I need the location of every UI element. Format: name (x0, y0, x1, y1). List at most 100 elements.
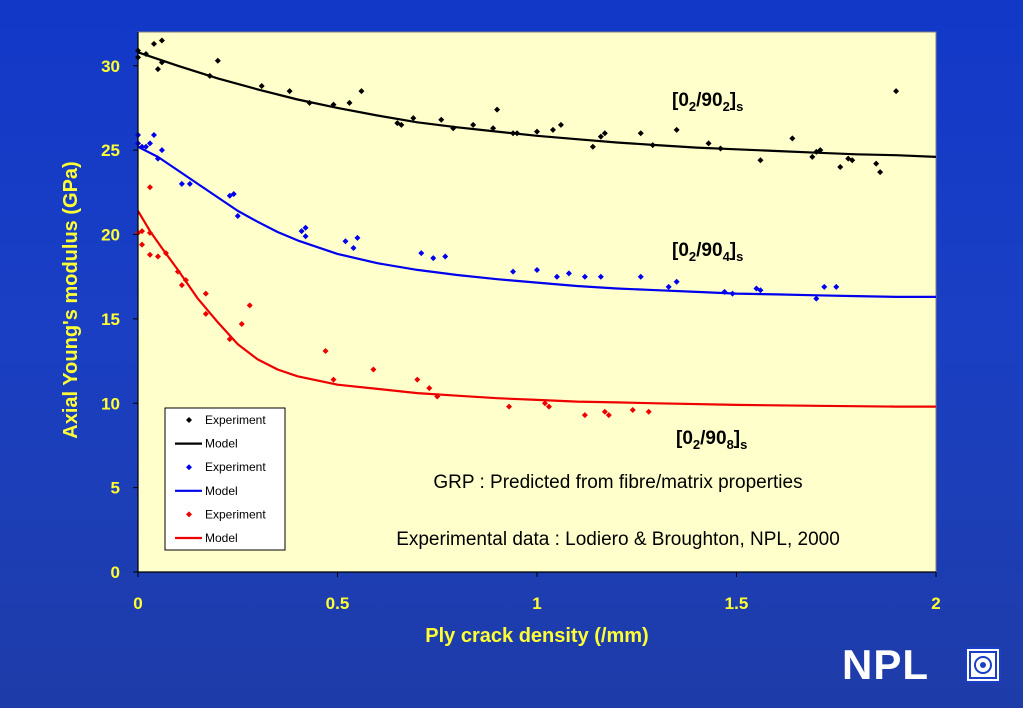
experiment-point (418, 250, 425, 257)
experiment-point (506, 403, 513, 410)
experiment-point (581, 412, 588, 419)
y-tick-label: 10 (101, 394, 120, 413)
experiment-point (757, 157, 764, 164)
experiment-point (138, 228, 145, 235)
experiment-point (705, 140, 712, 147)
experiment-point (234, 212, 241, 219)
experiment-point (150, 40, 157, 47)
experiment-point (637, 273, 644, 280)
model-line (137, 145, 936, 298)
experiment-point (286, 88, 293, 95)
experiment-point (214, 57, 221, 64)
experiment-point (302, 224, 309, 231)
experiment-point (757, 287, 764, 294)
y-tick-label: 20 (101, 226, 120, 245)
y-tick-label: 25 (101, 141, 120, 160)
experiment-point (494, 106, 501, 113)
experiment-point (138, 241, 145, 248)
experiment-point (146, 229, 153, 236)
experiment-point (430, 255, 437, 262)
experiment-point (150, 131, 157, 138)
npl-logo-text: NPL (842, 641, 929, 688)
model-line (137, 51, 937, 158)
experiment-point (789, 135, 796, 142)
experiment-point (873, 160, 880, 167)
legend-label: Experiment (205, 507, 266, 521)
experiment-point (601, 130, 608, 137)
experiment-point (302, 233, 309, 240)
experiment-point (330, 376, 337, 383)
experiment-point (298, 228, 305, 235)
experiment-point (514, 130, 521, 137)
experiment-point (809, 153, 816, 160)
series-3 (135, 184, 936, 419)
experiment-point (246, 302, 253, 309)
experiment-point (306, 99, 313, 106)
experiment-point (510, 130, 517, 137)
experiment-point (549, 126, 556, 133)
experiment-point (154, 66, 161, 73)
experiment-point (450, 125, 457, 132)
legend-label: Experiment (205, 460, 266, 474)
experiment-point (813, 295, 820, 302)
legend-items: Experiment Model Experiment Model Experiment… (175, 413, 266, 545)
series-layer (135, 37, 937, 419)
x-tick-label: 1.5 (725, 594, 749, 613)
ticks-layer: 0 5 10 15 20 25 30 0 0.5 1 1.5 2 (101, 57, 941, 613)
legend-label: Model (205, 531, 238, 545)
experiment-point (442, 253, 449, 260)
model-line (137, 210, 936, 408)
experiment-point (553, 273, 560, 280)
y-tick-label: 30 (101, 57, 120, 76)
experiment-point (146, 140, 153, 147)
experiment-point (258, 83, 265, 89)
experiment-point (673, 126, 680, 133)
curve-labels: [02/902]s [02/904]s [02/908]s (672, 90, 747, 452)
experiment-point (426, 385, 433, 392)
y-tick-label: 0 (111, 563, 120, 582)
legend-marker (186, 417, 192, 423)
experiment-point (186, 180, 193, 187)
npl-logo: NPL (842, 641, 1004, 688)
experiment-point (877, 169, 884, 176)
experiment-point (729, 290, 736, 297)
experiment-point (557, 121, 564, 128)
x-tick-label: 0 (133, 594, 142, 613)
experiment-point (470, 121, 477, 128)
experiment-point (597, 133, 604, 140)
x-axis-title: Ply crack density (/mm) (425, 625, 648, 647)
curve-label-series-2: [02/904]s (672, 240, 743, 264)
y-axis-title: Axial Young's modulus (GPa) (60, 161, 82, 438)
x-tick-label: 2 (931, 594, 940, 613)
series-2 (135, 131, 936, 302)
experiment-point (673, 278, 680, 285)
experiment-point (581, 273, 588, 280)
experiment-point (230, 191, 237, 197)
series-1 (135, 37, 937, 176)
legend-marker (186, 464, 192, 471)
experiment-point (649, 142, 656, 149)
experiment-point (817, 147, 824, 154)
experiment-point (354, 234, 361, 241)
experiment-point (601, 408, 608, 415)
experiment-point (342, 238, 349, 245)
experiment-point (146, 184, 153, 191)
experiment-point (350, 245, 357, 251)
experiment-point (154, 155, 161, 162)
experiment-point (717, 145, 724, 152)
experiment-point (322, 347, 329, 354)
experiment-point (370, 366, 377, 373)
experiment-point (158, 147, 165, 154)
curve-label-series-1: [02/902]s (672, 90, 743, 114)
legend: Experiment Model Experiment Model Experiment… (164, 407, 286, 551)
experiment-point (893, 88, 900, 95)
legend-label: Model (205, 484, 238, 498)
y-tick-label: 5 (111, 479, 120, 498)
experiment-point (534, 266, 540, 273)
experiment-point (629, 407, 636, 413)
experiment-point (534, 128, 540, 135)
experiment-point (565, 270, 572, 277)
experiment-point (833, 283, 840, 290)
experiment-point (202, 310, 209, 317)
